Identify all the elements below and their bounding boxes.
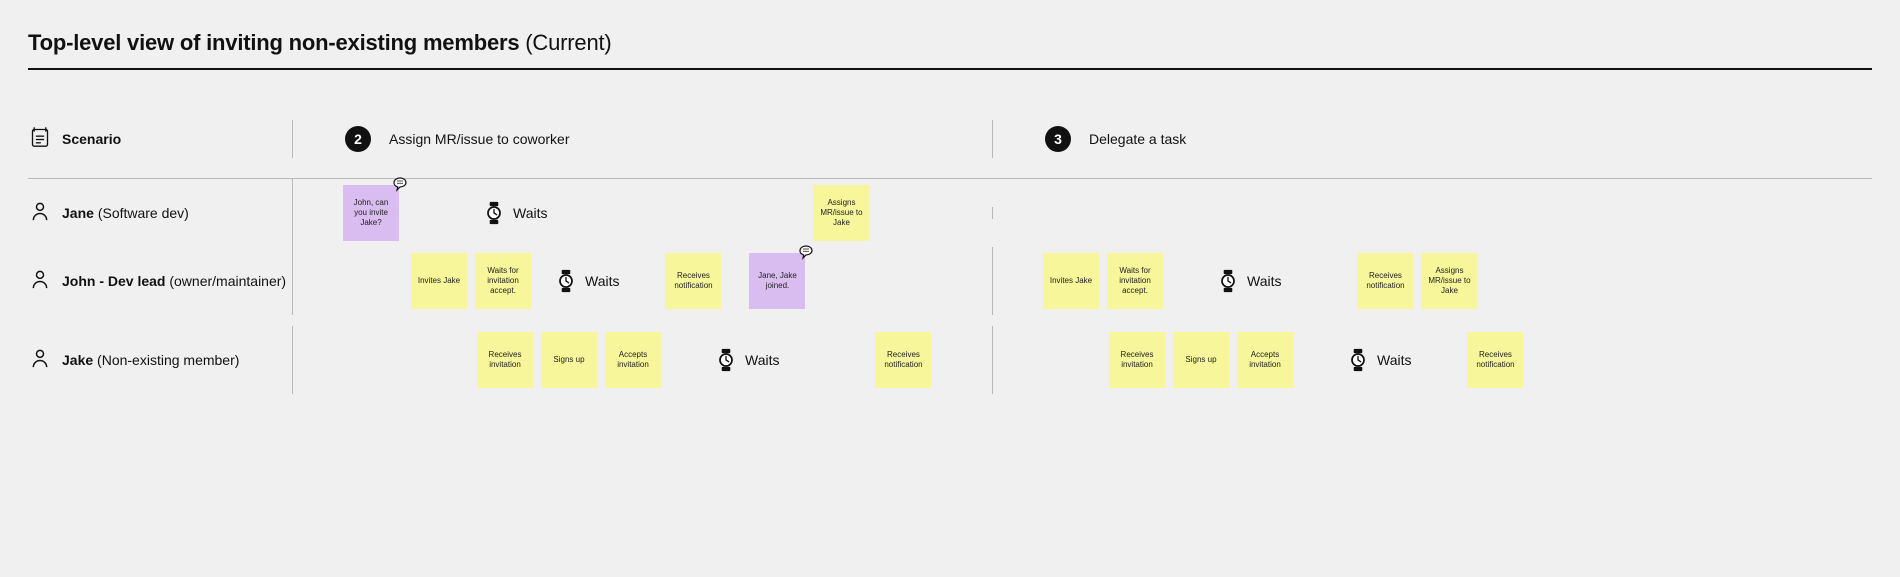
waits-john-2: Waits — [557, 269, 619, 293]
waits-jake-3: Waits — [1349, 348, 1411, 372]
person-icon — [30, 347, 50, 374]
waits-jake-2: Waits — [717, 348, 779, 372]
note-jane-jake-joined: Jane, Jake joined. — [749, 253, 805, 309]
actor-label-john: John - Dev lead (owner/maintainer) — [28, 268, 292, 295]
scenario-number-3: 3 — [1045, 126, 1071, 152]
waits-label: Waits — [1247, 273, 1281, 289]
page-title: Top-level view of inviting non-existing … — [28, 30, 612, 55]
actor-name-jake: Jake (Non-existing member) — [62, 352, 239, 368]
note-waits-accept: Waits for invitation accept. — [475, 253, 531, 309]
note-assigns-mr: Assigns MR/issue to Jake — [813, 185, 869, 241]
speech-bubble-icon — [797, 243, 815, 264]
note-receives-notif-jake-b: Receives notification — [1467, 332, 1523, 388]
note-receives-notif-b: Receives notification — [1357, 253, 1413, 309]
waits-john-3: Waits — [1219, 269, 1281, 293]
lane-jake: Jake (Non-existing member) Receives invi… — [28, 315, 1872, 405]
lane-jane-col3 — [992, 207, 1872, 219]
waits-label: Waits — [585, 273, 619, 289]
waits-label: Waits — [513, 205, 547, 221]
scenario-icon — [30, 126, 50, 153]
note-assigns-mr-b: Assigns MR/issue to Jake — [1421, 253, 1477, 309]
header-col-2: 2 Assign MR/issue to coworker — [292, 120, 992, 158]
note-receives-invitation-b: Receives invitation — [1109, 332, 1165, 388]
actor-label-jake: Jake (Non-existing member) — [28, 347, 292, 374]
note-signs-up-b: Signs up — [1173, 332, 1229, 388]
speech-bubble-icon — [391, 175, 409, 196]
note-receives-notif-jake: Receives notification — [875, 332, 931, 388]
note-invites-jake-b: Invites Jake — [1043, 253, 1099, 309]
person-icon — [30, 200, 50, 227]
actor-name-jane: Jane (Software dev) — [62, 205, 189, 221]
note-invites-jake: Invites Jake — [411, 253, 467, 309]
note-signs-up: Signs up — [541, 332, 597, 388]
note-accepts-invitation: Accepts invitation — [605, 332, 661, 388]
scenario-label: Scenario — [62, 131, 121, 147]
page-title-suffix: (Current) — [519, 30, 611, 55]
scenario-title-3: Delegate a task — [1089, 131, 1186, 147]
note-receives-invitation: Receives invitation — [477, 332, 533, 388]
scenario-title-2: Assign MR/issue to coworker — [389, 131, 570, 147]
lane-jane-col2: John, can you invite Jake? Waits Assigns… — [292, 179, 992, 247]
scenario-label-cell: Scenario — [28, 126, 292, 153]
waits-label: Waits — [745, 352, 779, 368]
note-receives-notif-1: Receives notification — [665, 253, 721, 309]
note-waits-accept-b: Waits for invitation accept. — [1107, 253, 1163, 309]
note-accepts-invitation-b: Accepts invitation — [1237, 332, 1293, 388]
header-col-3: 3 Delegate a task — [992, 120, 1872, 158]
actor-label-jane: Jane (Software dev) — [28, 200, 292, 227]
title-underline — [28, 68, 1872, 70]
waits-label: Waits — [1377, 352, 1411, 368]
person-icon — [30, 268, 50, 295]
actor-name-john: John - Dev lead (owner/maintainer) — [62, 273, 286, 289]
waits-jane-2: Waits — [485, 201, 547, 225]
lane-jake-col3: Receives invitation Signs up Accepts inv… — [992, 326, 1872, 394]
lane-john: John - Dev lead (owner/maintainer) Invit… — [28, 247, 1872, 315]
note-ask-invite: John, can you invite Jake? — [343, 185, 399, 241]
page-title-bold: Top-level view of inviting non-existing … — [28, 30, 519, 55]
scenario-number-2: 2 — [345, 126, 371, 152]
swimlane-grid: Scenario 2 Assign MR/issue to coworker 3… — [28, 100, 1872, 405]
lane-john-col3: Invites Jake Waits for invitation accept… — [992, 247, 1872, 315]
header-row: Scenario 2 Assign MR/issue to coworker 3… — [28, 100, 1872, 178]
lane-jake-col2: Receives invitation Signs up Accepts inv… — [292, 326, 992, 394]
lane-jane: Jane (Software dev) John, can you invite… — [28, 179, 1872, 247]
lane-john-col2: Invites Jake Waits for invitation accept… — [292, 247, 992, 315]
page-title-row: Top-level view of inviting non-existing … — [28, 30, 1872, 56]
